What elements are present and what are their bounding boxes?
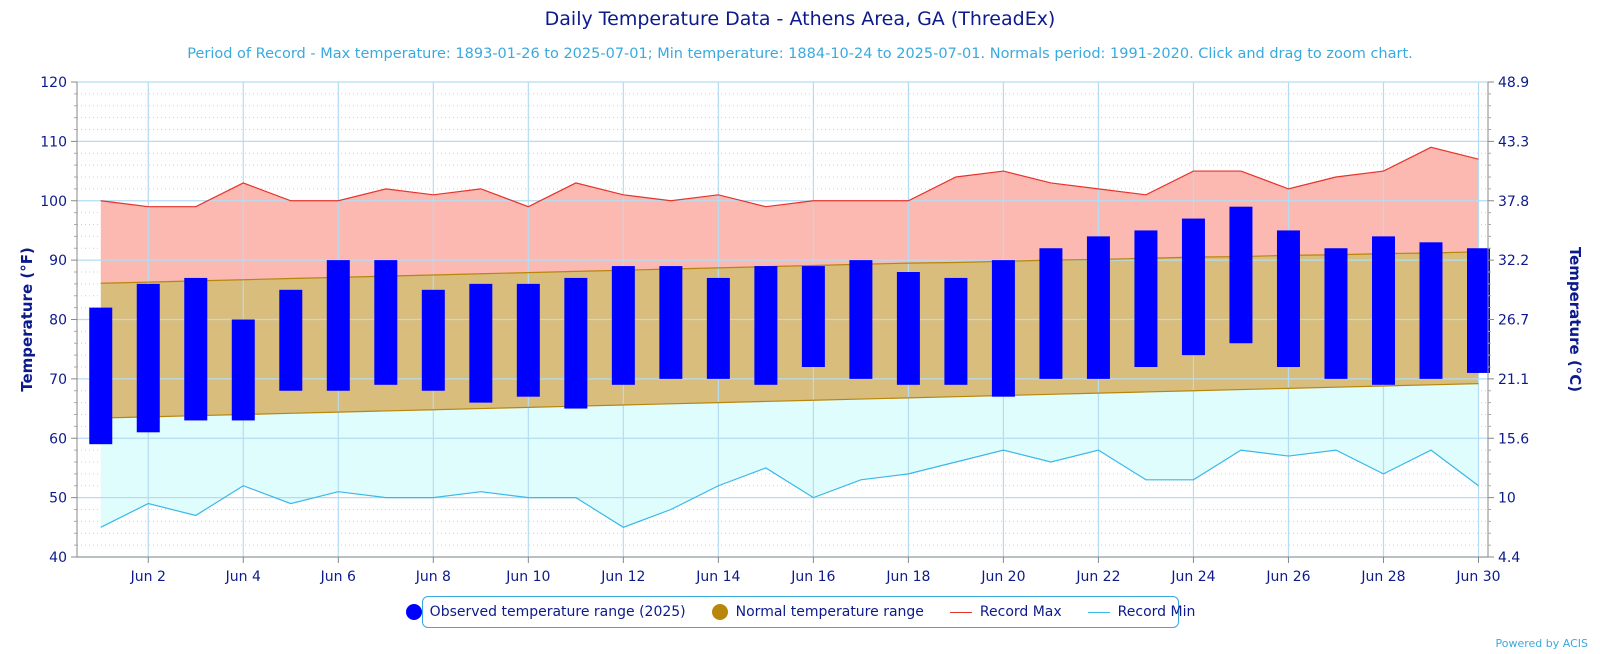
y-tick-label-right: 4.4 <box>1498 550 1520 566</box>
y-tick-label-left: 80 <box>49 313 67 329</box>
legend-observed-label: Observed temperature range (2025) <box>429 604 686 620</box>
observed-range-bar[interactable] <box>1229 206 1253 344</box>
observed-range-bar[interactable] <box>849 260 873 379</box>
x-tick-label: Jun 30 <box>1455 569 1500 585</box>
observed-range-bar[interactable] <box>279 289 303 391</box>
x-tick-label: Jun 28 <box>1360 569 1405 585</box>
observed-range-swatch <box>405 604 422 620</box>
legend-record-min-label: Record Min <box>1117 604 1196 620</box>
y-tick-label-right: 10 <box>1498 491 1516 507</box>
x-tick-label: Jun 14 <box>695 569 740 585</box>
legend-item-normal[interactable]: Normal temperature range <box>711 604 924 620</box>
observed-range-bar[interactable] <box>469 283 493 403</box>
y-tick-label-right: 37.8 <box>1498 194 1529 210</box>
legend-normal-label: Normal temperature range <box>735 604 924 620</box>
observed-range-bar[interactable] <box>1134 230 1158 367</box>
observed-range-bar[interactable] <box>1181 218 1205 356</box>
observed-range-bar[interactable] <box>944 277 968 385</box>
record-min-line <box>100 449 1479 528</box>
observed-range-bar[interactable] <box>611 266 635 385</box>
x-tick-label: Jun 20 <box>980 569 1025 585</box>
y-tick-label-left: 120 <box>40 75 67 91</box>
legend-item-record-max[interactable]: Record Max <box>949 604 1062 620</box>
record-max-swatch <box>949 611 972 613</box>
observed-range-bar[interactable] <box>896 272 920 385</box>
x-tick-label: Jun 6 <box>320 569 356 585</box>
record-min-swatch <box>1087 611 1110 613</box>
observed-range-bar[interactable] <box>1419 242 1443 379</box>
normal-range-area <box>100 251 1479 419</box>
normal-min-line <box>100 383 1479 419</box>
x-tick-label: Jun 26 <box>1265 569 1310 585</box>
record-max-line <box>100 146 1479 208</box>
powered-by-credit[interactable]: Powered by ACIS <box>1495 637 1589 650</box>
y-axis-title-left: Temperature (°F) <box>18 247 36 392</box>
y-tick-label-left: 110 <box>40 134 67 150</box>
observed-range-bar[interactable] <box>1276 230 1300 367</box>
observed-range-bar[interactable] <box>326 260 350 391</box>
observed-range-bar[interactable] <box>374 260 398 385</box>
x-tick-label: Jun 22 <box>1075 569 1120 585</box>
observed-range-bar[interactable] <box>991 260 1015 397</box>
observed-range-bar[interactable] <box>706 277 730 379</box>
observed-range-bar[interactable] <box>801 266 825 367</box>
y-tick-label-right: 21.1 <box>1498 372 1529 388</box>
y-tick-label-right: 15.6 <box>1498 431 1529 447</box>
x-tick-label: Jun 4 <box>225 569 261 585</box>
legend-item-observed[interactable]: Observed temperature range (2025) <box>405 604 686 620</box>
x-tick-label: Jun 2 <box>130 569 166 585</box>
observed-range-bar[interactable] <box>754 266 778 385</box>
y-tick-label-right: 32.2 <box>1498 253 1529 269</box>
record-min-area <box>100 383 1479 528</box>
chart-title: Daily Temperature Data - Athens Area, GA… <box>544 8 1056 30</box>
observed-range-bar[interactable] <box>136 283 160 433</box>
chart-legend: Observed temperature range (2025) Normal… <box>405 596 1195 628</box>
y-tick-label-left: 100 <box>40 194 67 210</box>
x-tick-label: Jun 12 <box>600 569 645 585</box>
y-tick-label-left: 40 <box>49 550 67 566</box>
observed-range-bar[interactable] <box>516 283 540 397</box>
y-axis-title-right: Temperature (°C) <box>1566 247 1584 392</box>
y-tick-label-right: 48.9 <box>1498 75 1529 91</box>
x-tick-label: Jun 10 <box>505 569 550 585</box>
y-tick-label-right: 26.7 <box>1498 313 1529 329</box>
legend-record-max-label: Record Max <box>979 604 1062 620</box>
normal-range-swatch <box>711 604 728 620</box>
observed-range-bar[interactable] <box>1371 236 1395 385</box>
observed-range-bar[interactable] <box>1039 248 1063 379</box>
legend-item-record-min[interactable]: Record Min <box>1087 604 1196 620</box>
x-tick-label: Jun 24 <box>1170 569 1215 585</box>
x-tick-label: Jun 16 <box>790 569 835 585</box>
y-tick-label-right: 43.3 <box>1498 134 1529 150</box>
x-tick-label: Jun 8 <box>415 569 451 585</box>
observed-range-bar[interactable] <box>1466 248 1490 373</box>
x-tick-label: Jun 18 <box>885 569 930 585</box>
record-max-area <box>100 147 1479 284</box>
observed-range-bar[interactable] <box>1324 248 1348 379</box>
y-tick-label-left: 90 <box>49 253 67 269</box>
chart-subtitle: Period of Record - Max temperature: 1893… <box>187 46 1413 62</box>
observed-range-bar[interactable] <box>89 307 113 445</box>
observed-range-bar[interactable] <box>421 289 445 391</box>
observed-range-bar[interactable] <box>184 277 208 421</box>
observed-range-bar[interactable] <box>564 277 588 409</box>
y-tick-label-left: 50 <box>49 491 67 507</box>
observed-range-bar[interactable] <box>1086 236 1110 379</box>
observed-range-bar[interactable] <box>231 319 255 421</box>
y-tick-label-left: 70 <box>49 372 67 388</box>
y-tick-label-left: 60 <box>49 431 67 447</box>
observed-range-bar[interactable] <box>659 266 683 379</box>
